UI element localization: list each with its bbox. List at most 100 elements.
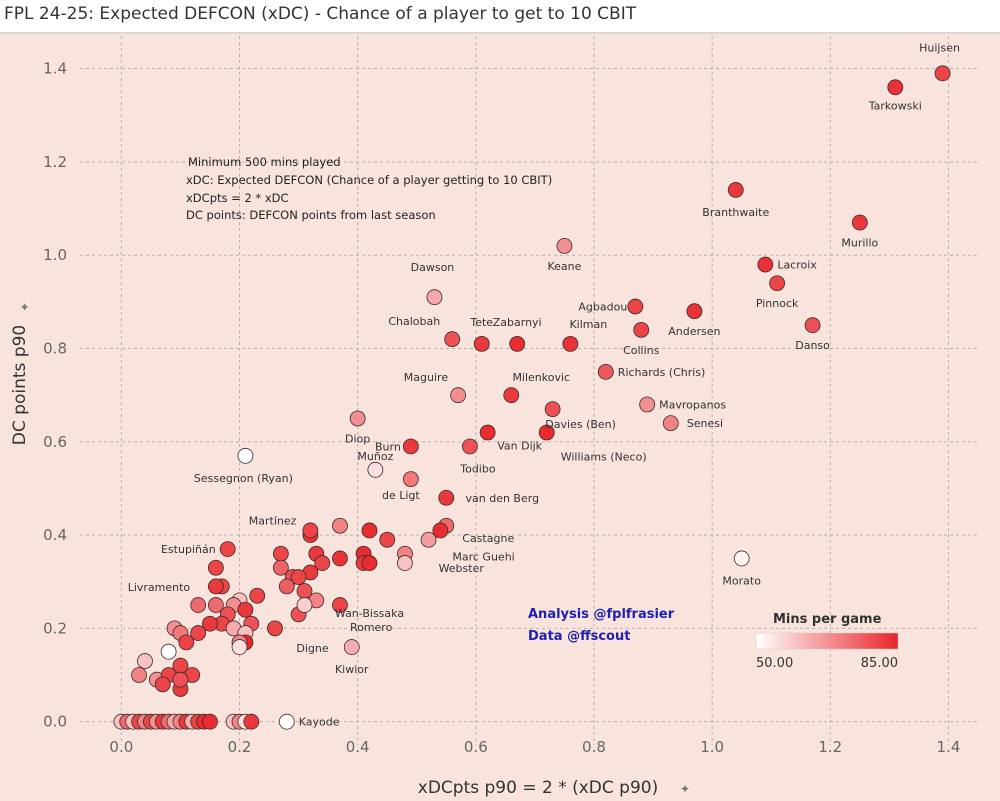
point-label: Estupiñán <box>161 543 216 556</box>
credit-data: Data @ffscout <box>528 629 630 644</box>
credit-analysis: Analysis @fplfrasier <box>528 607 675 622</box>
point-label: Kilman <box>569 318 607 331</box>
data-point <box>272 559 289 576</box>
point-label: Dawson <box>411 261 455 274</box>
y-tick-label: 1.2 <box>43 153 67 171</box>
x-axis-pin-icon: ✦ <box>680 782 690 796</box>
data-point <box>332 597 348 613</box>
data-point <box>402 438 419 455</box>
legend-gradient-bar <box>755 632 899 650</box>
color-legend: Mins per game 50.00 85.00 <box>755 612 899 671</box>
point-label: Richards (Chris) <box>618 366 706 379</box>
data-point <box>207 578 224 595</box>
data-point <box>934 65 951 82</box>
data-point <box>137 653 153 669</box>
point-label: Maguire <box>404 371 449 384</box>
data-point <box>444 331 461 348</box>
y-tick-label: 0.4 <box>43 526 67 544</box>
point-label: Williams (Neco) <box>561 450 647 463</box>
y-tick-label: 0.0 <box>43 713 67 731</box>
note-line: xDC: Expected DEFCON (Chance of a player… <box>186 173 552 187</box>
data-point <box>302 522 319 539</box>
data-point <box>757 256 774 273</box>
point-label: Todibo <box>459 462 496 475</box>
point-label: Tete <box>469 316 493 329</box>
data-point <box>202 713 218 730</box>
data-point <box>379 531 396 548</box>
data-point <box>462 438 478 455</box>
data-point <box>432 522 449 539</box>
x-axis-title: xDCpts p90 = 2 * (xDC p90) <box>418 778 658 798</box>
data-point <box>154 676 171 693</box>
data-point <box>190 597 207 613</box>
data-point <box>272 545 289 562</box>
y-tick-label: 1.0 <box>43 246 67 264</box>
point-label: Marc Guehi <box>452 550 514 563</box>
point-label: Huijsen <box>919 41 960 54</box>
x-tick-label: 0.6 <box>464 738 488 756</box>
point-label: Sessegnon (Ryan) <box>194 472 293 485</box>
point-label: Livramento <box>128 581 191 594</box>
point-label: Tarkowski <box>868 99 922 112</box>
axis-ticks: 0.0 0.2 0.4 0.6 0.8 1.0 1.2 1.4 0.0 0.2 0.4 0.6 0.8 1… <box>43 60 960 756</box>
legend-max-label: 85.00 <box>861 656 898 671</box>
point-label: Danso <box>795 339 830 352</box>
point-label: Collins <box>623 344 660 357</box>
point-label: Davies (Ben) <box>545 418 616 431</box>
point-label: Mavropanos <box>659 398 726 411</box>
data-point <box>332 517 348 534</box>
point-label: Chalobah <box>388 315 440 328</box>
data-point <box>219 541 236 557</box>
point-label: Keane <box>547 260 581 273</box>
data-point <box>662 415 679 432</box>
point-label: Castagne <box>462 532 514 545</box>
data-point <box>397 555 413 571</box>
legend-title: Mins per game <box>773 612 882 627</box>
data-point <box>851 214 868 231</box>
data-point <box>402 471 419 488</box>
point-label: Andersen <box>668 325 720 338</box>
data-point <box>131 667 147 683</box>
note-line: xDCpts = 2 * xDC <box>186 191 289 205</box>
data-point <box>349 410 366 427</box>
data-point <box>538 424 555 441</box>
y-tick-label: 0.2 <box>43 619 67 637</box>
y-tick-label: 0.6 <box>43 433 67 451</box>
x-tick-label: 1.4 <box>937 738 961 756</box>
y-tick-label: 1.4 <box>43 60 67 78</box>
note-line: Minimum 500 mins played <box>188 155 341 169</box>
data-point <box>249 587 266 604</box>
data-point <box>243 713 260 730</box>
data-point <box>296 597 313 613</box>
point-label: Agbadou <box>578 301 627 314</box>
data-point <box>361 555 378 571</box>
data-point <box>361 522 378 539</box>
data-point <box>343 639 360 655</box>
data-point <box>556 238 573 254</box>
data-point <box>267 620 283 637</box>
point-label: Lacroix <box>777 259 817 272</box>
data-point <box>544 401 561 418</box>
y-tick-label: 0.8 <box>43 340 67 358</box>
data-point <box>290 569 307 585</box>
data-point <box>509 335 526 352</box>
data-point <box>686 303 703 320</box>
point-label: Digne <box>296 642 328 655</box>
data-point <box>332 550 348 567</box>
x-tick-label: 0.0 <box>109 738 133 756</box>
point-label: Kayode <box>299 716 340 729</box>
data-point <box>278 713 295 730</box>
data-point <box>160 643 177 660</box>
note-line: DC points: DEFCON points from last seaso… <box>186 208 436 222</box>
data-point <box>420 531 437 548</box>
point-label: Murillo <box>841 237 878 250</box>
data-point <box>633 321 650 338</box>
data-point <box>769 275 786 292</box>
data-point <box>727 182 744 198</box>
point-label: de Ligt <box>382 489 420 502</box>
x-tick-label: 0.2 <box>228 738 252 756</box>
data-point <box>237 601 254 618</box>
data-point <box>479 424 496 441</box>
x-tick-label: 0.4 <box>346 738 370 756</box>
